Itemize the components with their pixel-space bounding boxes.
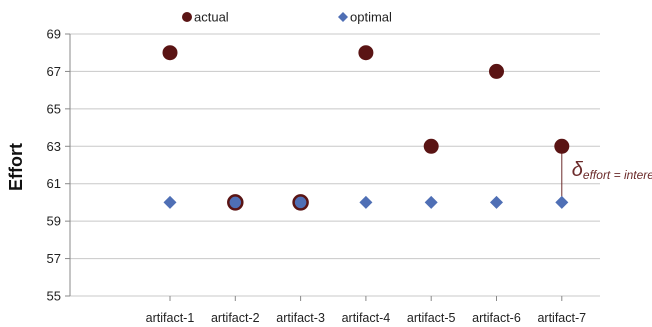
optimal-point-4 [359,195,373,209]
actual-point-7 [554,138,570,154]
actual-point-5 [423,138,439,154]
x-tick-label-6: artifact-6 [472,311,521,325]
x-tick-label-2: artifact-2 [211,311,260,325]
actual-point-2 [227,194,244,211]
y-tick-label-65: 65 [47,101,61,116]
x-tick-label-1: artifact-1 [146,311,195,325]
y-ticks: 55 57 59 61 63 65 67 69 [47,27,70,304]
optimal-point-7 [555,195,569,209]
optimal-point-1 [163,195,177,209]
y-tick-label-67: 67 [47,64,61,79]
y-tick-label-63: 63 [47,139,61,154]
actual-point-4 [358,45,374,61]
y-tick-label-61: 61 [47,176,61,191]
x-tick-label-7: artifact-7 [537,311,586,325]
y-tick-label-69: 69 [47,27,61,42]
y-axis-label: Effort [6,143,26,191]
legend-actual-marker [182,12,192,22]
data-marks [162,45,570,211]
legend: actual optimal [182,10,392,25]
actual-point-1 [162,45,178,61]
y-tick-label-55: 55 [47,289,61,304]
legend-optimal-label: optimal [350,10,392,25]
actual-point-3 [292,194,309,211]
delta-annotation: δeffort = interest [572,159,652,182]
optimal-point-6 [490,195,503,209]
x-tick-label-3: artifact-3 [276,311,325,325]
delta-symbol: δ [572,159,584,181]
x-tick-label-5: artifact-5 [407,311,456,325]
x-tick-label-4: artifact-4 [342,311,391,325]
y-tick-label-57: 57 [47,251,61,266]
delta-subscript: effort = interest [583,168,652,182]
legend-actual-label: actual [194,10,229,25]
x-ticks: artifact-1 artifact-2 artifact-3 artifact-4… [146,296,586,325]
optimal-point-5 [424,195,438,209]
actual-point-6 [489,63,504,79]
gridlines [70,33,600,297]
legend-optimal-marker [338,12,348,22]
y-tick-label-59: 59 [47,214,61,229]
